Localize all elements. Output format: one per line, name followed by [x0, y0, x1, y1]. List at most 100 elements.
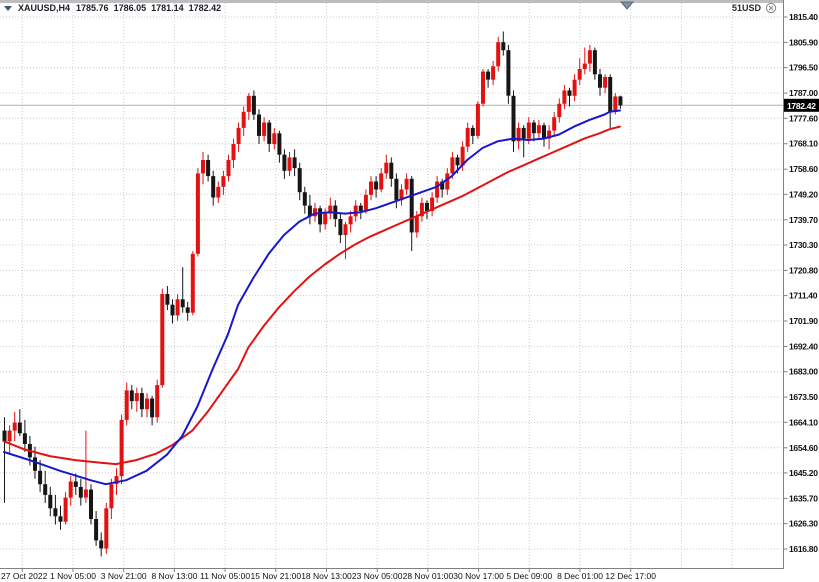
bull-candle-body — [435, 181, 440, 198]
time-axis[interactable]: 27 Oct 2022 1 Nov 05:00 3 Nov 21:00 8 Nov 1… — [1, 569, 656, 581]
bull-candle-body — [572, 79, 577, 96]
current-price-tag — [784, 98, 819, 112]
last-bar-marker-icon[interactable] — [619, 1, 635, 10]
bull-candle-body — [262, 122, 267, 136]
bear-candle-body — [2, 430, 7, 442]
bear-candle-body — [318, 208, 323, 225]
price-axis[interactable]: 1815.40 1805.90 1796.50 1787.00 1777.60 1768.… — [784, 12, 819, 554]
price-tick-label: 1749.20 — [789, 189, 818, 199]
bull-candle-body — [516, 127, 521, 142]
bull-candle-body — [231, 144, 236, 161]
bull-candle-body — [547, 130, 552, 139]
symbol-info-dropdown-icon[interactable] — [4, 5, 12, 11]
bear-candle-body — [139, 393, 144, 410]
bull-candle-body — [430, 197, 435, 211]
price-tick-label: 1768.10 — [789, 139, 818, 149]
bull-candle-body — [536, 125, 541, 134]
bear-candle-body — [455, 157, 460, 166]
bear-candle-body — [150, 398, 155, 418]
price-tick-label: 1692.40 — [789, 342, 818, 352]
time-tick-label: 30 Nov 17:00 — [453, 571, 504, 581]
bull-candle-body — [104, 508, 109, 549]
bull-candle-body — [134, 393, 139, 402]
bear-candle-body — [33, 457, 37, 471]
bear-candle-body — [94, 519, 99, 541]
bull-candle-body — [328, 205, 333, 214]
close-icon[interactable] — [765, 2, 777, 14]
bull-candle-body — [379, 173, 384, 190]
bear-candle-body — [22, 433, 27, 444]
bear-candle-body — [38, 470, 43, 485]
bull-candle-body — [491, 66, 496, 80]
bear-candle-body — [257, 114, 261, 136]
bear-candle-body — [358, 205, 363, 211]
account-overlay: 51USD — [732, 2, 777, 14]
bear-candle-body — [282, 154, 287, 171]
bull-candle-body — [313, 208, 317, 217]
bear-candle-body — [440, 181, 445, 190]
price-tick-label: 1805.90 — [789, 37, 818, 47]
price-tick-label: 1739.70 — [789, 215, 818, 225]
price-tick-label: 1730.30 — [789, 240, 818, 250]
bear-candle-body — [89, 489, 93, 519]
bull-candle-body — [419, 202, 424, 217]
bear-candle-body — [17, 422, 22, 434]
bear-candle-body — [409, 178, 414, 233]
price-tick-label: 1758.60 — [789, 164, 818, 174]
bear-candle-body — [99, 540, 104, 549]
bull-candle-body — [353, 205, 358, 217]
bull-candle-body — [404, 178, 409, 190]
price-tick-label: 1673.50 — [789, 392, 818, 402]
bull-candle-body — [587, 50, 592, 64]
price-tick-label: 1796.50 — [789, 63, 818, 73]
bull-candle-body — [475, 103, 480, 136]
price-tick-label: 1701.90 — [789, 316, 818, 326]
bear-candle-body — [297, 168, 302, 193]
price-tick-label: 1777.60 — [789, 113, 818, 123]
bear-candle-body — [531, 122, 536, 134]
time-tick-label: 8 Nov 13:00 — [151, 571, 197, 581]
price-tick-label: 1720.80 — [789, 265, 818, 275]
current-price-tag-label: 1782.42 — [787, 101, 816, 111]
bull-candle-body — [384, 162, 389, 174]
ohlc-high-value: 1786.05 — [113, 3, 147, 13]
bear-candle-body — [58, 516, 63, 522]
time-tick-label: 5 Dec 09:00 — [506, 571, 552, 581]
price-tick-label: 1664.10 — [789, 417, 818, 427]
bull-candle-body — [114, 476, 119, 485]
time-tick-label: 27 Oct 2022 — [1, 571, 48, 581]
balance-label: 51USD — [732, 3, 762, 13]
bull-candle-body — [160, 294, 165, 386]
bear-candle-body — [511, 95, 516, 142]
bear-candle-body — [302, 192, 307, 206]
price-tick-label: 1787.00 — [789, 88, 818, 98]
bull-candle-body — [552, 117, 557, 131]
bull-candle-body — [145, 398, 149, 410]
chart-ohlc-header: XAUUSD,H4 1785.76 1786.05 1781.14 1782.4… — [4, 3, 221, 13]
bull-candle-body — [369, 181, 373, 195]
bull-candle-body — [577, 69, 582, 80]
bull-candle-body — [195, 173, 200, 254]
candles-layer — [2, 31, 623, 557]
ma-line-slow-red — [3, 125, 621, 466]
bull-candle-body — [562, 90, 567, 104]
time-tick-label: 1 Nov 05:00 — [50, 571, 96, 581]
bull-candle-body — [201, 160, 205, 174]
bear-candle-body — [389, 162, 394, 179]
bull-candle-body — [526, 122, 531, 139]
bear-candle-body — [501, 42, 506, 51]
time-tick-label: 15 Nov 21:00 — [251, 571, 302, 581]
bull-candle-body — [323, 213, 328, 225]
bear-candle-body — [206, 160, 211, 177]
bear-candle-body — [592, 50, 597, 75]
price-tick-label: 1654.60 — [789, 443, 818, 453]
bear-candle-body — [521, 127, 526, 139]
bear-candle-body — [78, 486, 83, 498]
time-tick-label: 18 Nov 13:00 — [301, 571, 352, 581]
ohlc-open-value: 1785.76 — [76, 3, 109, 13]
bear-candle-body — [267, 122, 272, 144]
bear-candle-body — [211, 176, 216, 198]
bull-candle-body — [226, 160, 231, 177]
